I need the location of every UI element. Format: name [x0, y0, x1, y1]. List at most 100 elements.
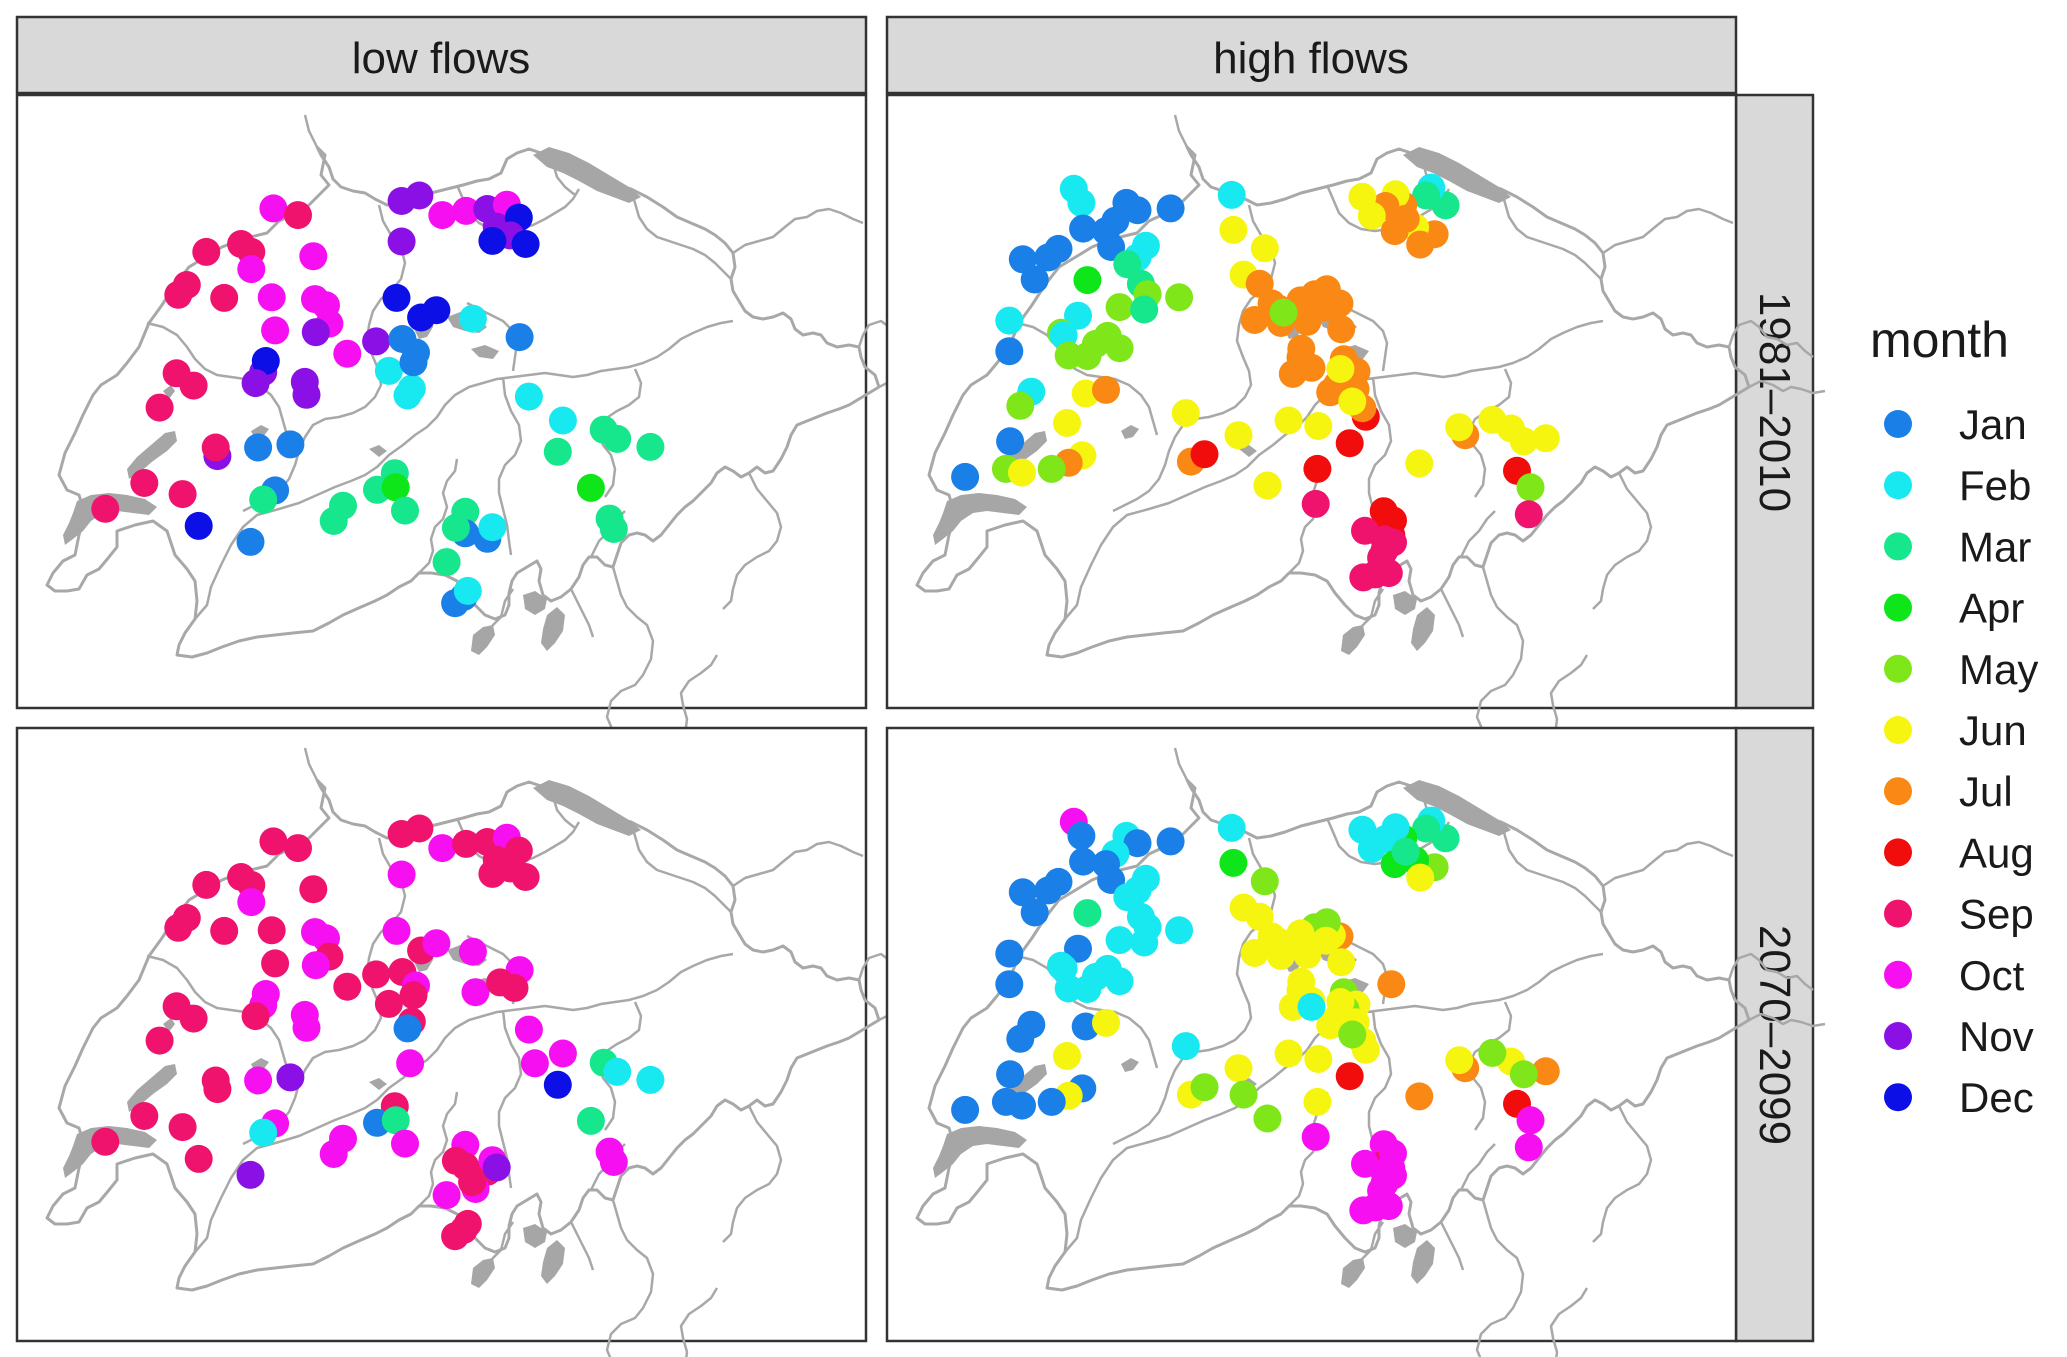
station-point — [259, 827, 288, 856]
station-point — [1327, 315, 1356, 344]
station-point — [391, 496, 419, 525]
station-point — [1105, 293, 1134, 322]
station-point — [1374, 1192, 1403, 1221]
station-point — [1165, 916, 1194, 945]
map-panel-low-flows-1981-2010 — [15, 93, 957, 749]
station-point — [1053, 409, 1081, 437]
station-point — [514, 382, 543, 411]
station-point — [1335, 429, 1364, 458]
station-points — [91, 814, 665, 1251]
station-point — [1278, 359, 1307, 388]
station-point — [1165, 283, 1194, 312]
legend-item-oct: Oct — [1884, 952, 2025, 999]
station-point — [995, 306, 1024, 335]
station-point — [1008, 878, 1037, 907]
station-point — [1311, 926, 1340, 955]
station-point — [405, 181, 434, 210]
station-point — [399, 981, 428, 1010]
station-point — [299, 242, 328, 271]
legend-label: Jun — [1959, 707, 2027, 754]
legend-swatch — [1884, 1022, 1912, 1050]
column-strip-low-flows: low flows — [15, 15, 868, 95]
station-point — [284, 834, 312, 863]
station-point — [1338, 1020, 1367, 1049]
station-point — [996, 427, 1025, 456]
station-point — [164, 280, 193, 309]
station-point — [458, 1168, 487, 1197]
station-point — [387, 227, 416, 256]
station-point — [1064, 301, 1092, 330]
station-point — [244, 433, 273, 462]
station-point — [543, 1070, 572, 1099]
station-point — [393, 1014, 422, 1043]
station-point — [1006, 391, 1035, 420]
station-point — [290, 1000, 319, 1029]
station-point — [1406, 863, 1435, 892]
station-point — [396, 1049, 425, 1078]
station-point — [329, 491, 357, 520]
station-point — [1445, 413, 1474, 442]
station-point — [192, 237, 221, 266]
station-point — [1326, 355, 1355, 383]
map-panel-high-flows-1981-2010 — [885, 93, 1827, 749]
station-point — [1253, 471, 1282, 500]
station-point — [1008, 458, 1036, 487]
station-point — [1008, 245, 1037, 274]
station-points — [951, 806, 1560, 1225]
station-point — [168, 480, 197, 509]
station-point — [1326, 988, 1355, 1016]
legend-label: Jan — [1959, 401, 2027, 448]
row-strip-2070-2099: 2070–2099 — [1734, 726, 1815, 1343]
station-point — [458, 937, 487, 966]
legend-swatch — [1884, 410, 1912, 438]
legend-swatch — [1884, 838, 1912, 867]
station-point — [249, 1118, 278, 1147]
station-point — [995, 939, 1024, 968]
legend-swatch — [1884, 716, 1912, 744]
station-point — [1034, 876, 1063, 905]
station-point — [1123, 829, 1152, 858]
legend-label: Oct — [1959, 952, 2025, 999]
station-point — [1303, 1087, 1332, 1116]
station-point — [461, 978, 490, 1007]
legend-label: Sep — [1959, 891, 2034, 938]
station-point — [276, 430, 305, 459]
station-point — [1531, 1057, 1560, 1086]
station-point — [452, 196, 481, 225]
station-point — [514, 1015, 543, 1044]
station-point — [505, 323, 534, 352]
station-point — [333, 972, 362, 1001]
station-point — [1274, 406, 1303, 435]
station-point — [1412, 181, 1441, 210]
station-point — [1064, 934, 1092, 963]
station-point — [995, 337, 1024, 366]
station-point — [130, 469, 159, 497]
station-point — [1303, 454, 1332, 483]
station-point — [1224, 421, 1253, 450]
station-point — [201, 433, 230, 462]
station-point — [951, 1095, 980, 1124]
row-label-1981-2010: 1981–2010 — [1750, 292, 1799, 512]
station-point — [576, 473, 605, 502]
station-point — [237, 255, 266, 284]
station-point — [1509, 427, 1538, 456]
station-point — [996, 1060, 1025, 1089]
station-point — [995, 970, 1024, 999]
station-point — [1391, 837, 1420, 866]
station-point — [1224, 1054, 1253, 1083]
station-point — [1311, 293, 1340, 322]
station-point — [441, 1146, 470, 1175]
station-point — [1250, 867, 1279, 896]
station-point — [603, 1057, 632, 1086]
station-point — [259, 194, 288, 223]
station-point — [1008, 1091, 1036, 1120]
station-point — [1190, 440, 1219, 469]
station-point — [1531, 424, 1560, 453]
station-point — [91, 1127, 120, 1156]
station-point — [387, 860, 416, 889]
station-point — [1020, 898, 1049, 927]
station-point — [428, 201, 457, 230]
station-point — [1509, 1060, 1538, 1089]
station-point — [249, 485, 278, 514]
station-point — [511, 230, 540, 258]
